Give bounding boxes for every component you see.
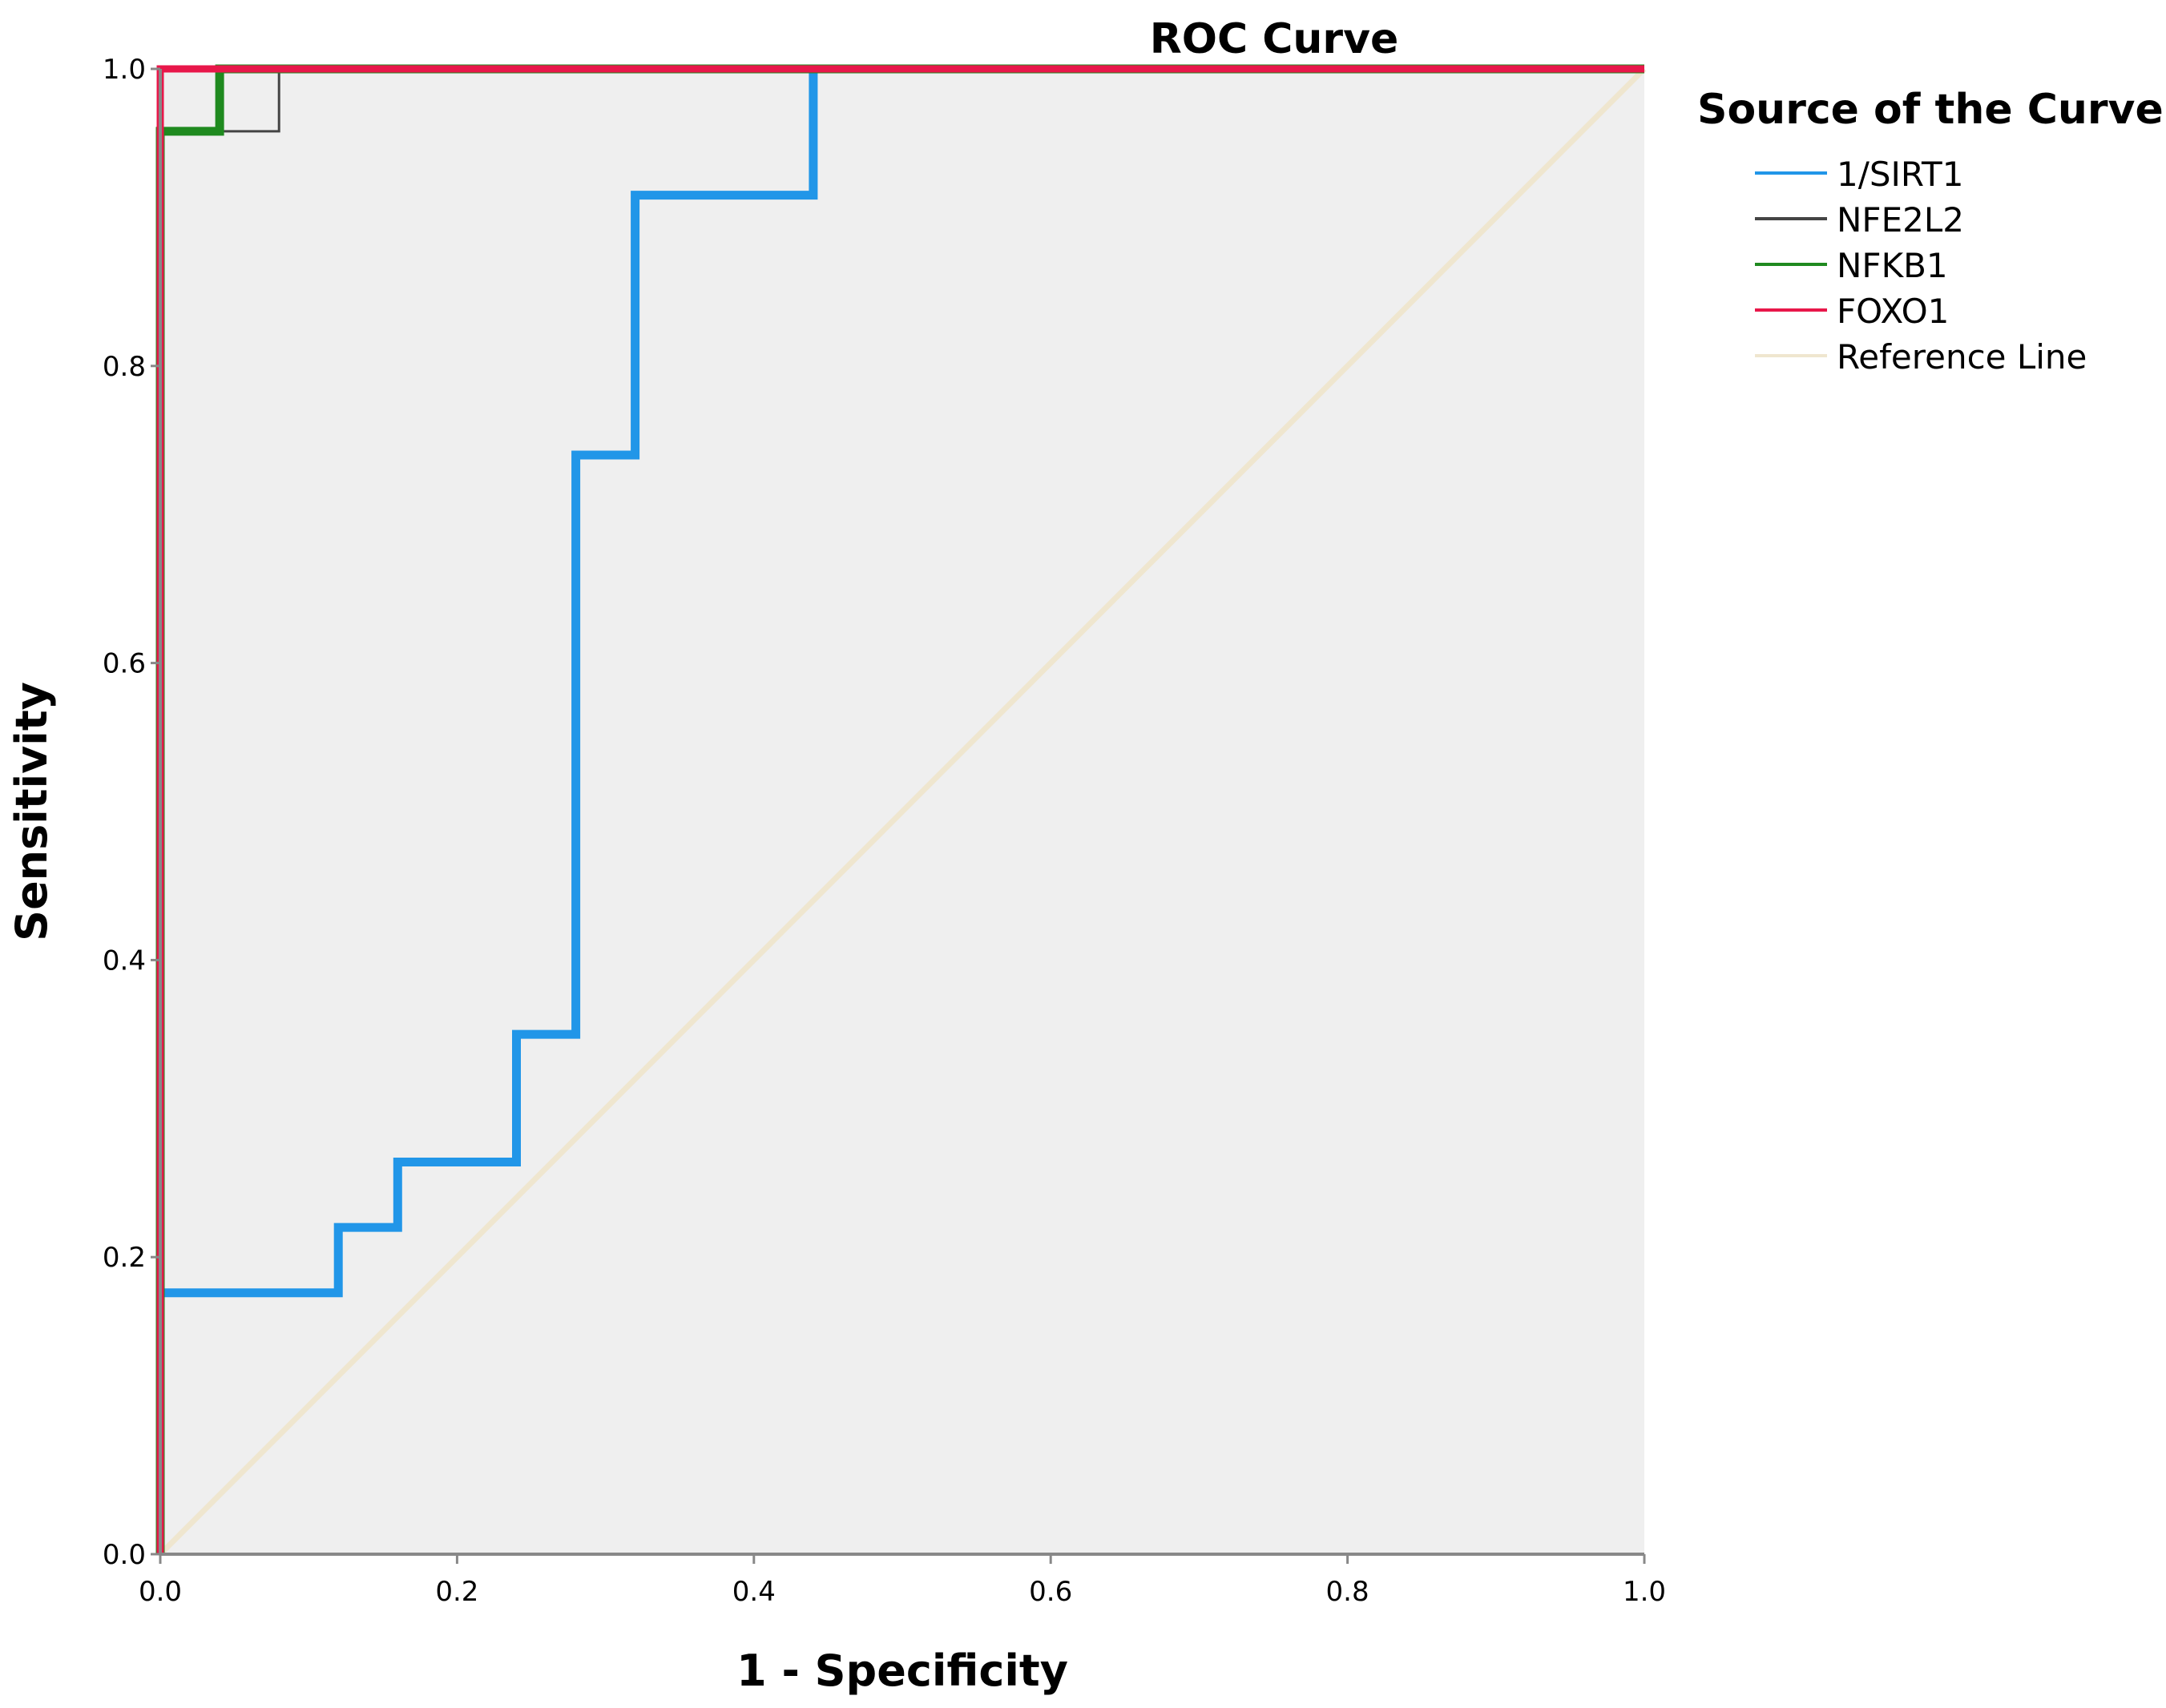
x-tick-label: 0.6 xyxy=(1029,1576,1072,1608)
legend-label-nfkb1: NFKB1 xyxy=(1837,246,1948,285)
legend-label-reference-line: Reference Line xyxy=(1837,337,2087,377)
series-line-1-sirt1 xyxy=(155,64,1644,1554)
legend-label-nfe2l2: NFE2L2 xyxy=(1837,200,1964,240)
y-tick-label: 0.2 xyxy=(103,1242,146,1274)
legend-label-foxo1: FOXO1 xyxy=(1837,292,1949,331)
series-line-reference-line xyxy=(158,66,1647,1557)
chart-title: ROC Curve xyxy=(1150,15,1399,63)
x-tick-label: 0.2 xyxy=(435,1576,478,1608)
ticks-layer: 0.0 0.2 0.4 0.6 0.8 1.0 0.0 0.2 0.4 0.6 0.8 1.0 xyxy=(103,54,1666,1608)
x-tick-label: 0.8 xyxy=(1326,1576,1369,1608)
y-axis-title: Sensitivity xyxy=(6,682,57,941)
y-tick-label: 1.0 xyxy=(103,54,146,86)
legend-label-1-sirt1: 1/SIRT1 xyxy=(1837,155,1963,194)
axes-layer xyxy=(159,69,1644,1556)
y-tick-label: 0.0 xyxy=(103,1539,146,1571)
y-tick-label: 0.8 xyxy=(103,351,146,383)
x-tick-label: 0.0 xyxy=(139,1576,182,1608)
x-axis-title: 1 - Specificity xyxy=(736,1646,1068,1696)
x-tick-label: 1.0 xyxy=(1623,1576,1666,1608)
y-tick-label: 0.4 xyxy=(103,945,146,977)
legend-title: Source of the Curve xyxy=(1697,86,2164,134)
x-tick-label: 0.4 xyxy=(732,1576,776,1608)
y-tick-label: 0.6 xyxy=(103,648,146,680)
legend: Source of the Curve 1/SIRT1 NFE2L2 NFKB1 FO… xyxy=(1697,86,2164,377)
